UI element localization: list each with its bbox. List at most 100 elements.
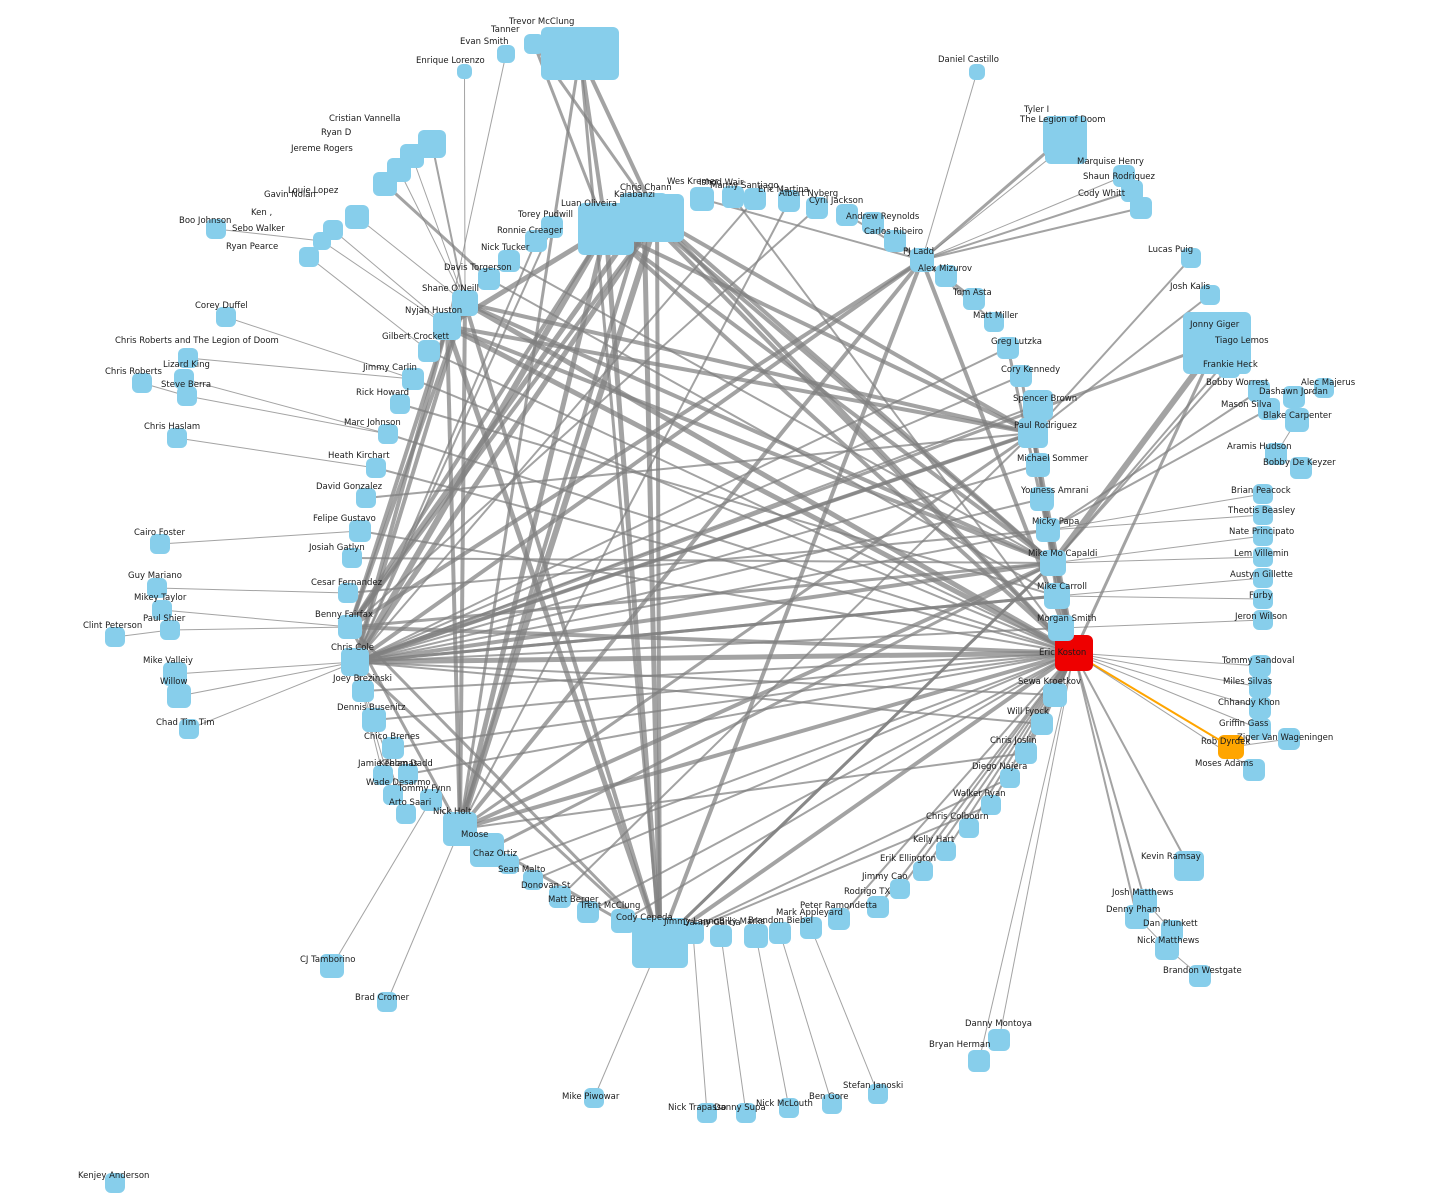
graph-node[interactable] <box>377 992 397 1012</box>
graph-node[interactable] <box>457 64 472 79</box>
graph-node[interactable] <box>800 917 822 939</box>
graph-node[interactable] <box>769 922 791 944</box>
graph-node[interactable] <box>418 340 440 362</box>
graph-node[interactable] <box>884 230 906 252</box>
graph-node[interactable] <box>1249 718 1271 740</box>
graph-node[interactable] <box>1278 728 1300 750</box>
graph-node[interactable] <box>373 765 393 785</box>
graph-node[interactable] <box>345 205 369 229</box>
graph-node[interactable] <box>160 620 180 640</box>
graph-node[interactable] <box>1044 583 1070 609</box>
graph-node[interactable] <box>478 268 500 290</box>
graph-node[interactable] <box>1189 965 1211 987</box>
graph-node[interactable] <box>1314 378 1334 398</box>
graph-node[interactable] <box>1253 526 1273 546</box>
graph-node[interactable] <box>352 680 374 702</box>
graph-node[interactable] <box>620 193 668 237</box>
graph-node[interactable] <box>981 795 1001 815</box>
graph-node[interactable] <box>338 615 362 639</box>
graph-node[interactable] <box>697 1103 717 1123</box>
graph-node[interactable] <box>935 265 957 287</box>
graph-node[interactable] <box>868 1084 888 1104</box>
graph-node[interactable] <box>1283 386 1305 408</box>
graph-node[interactable] <box>452 290 478 316</box>
graph-node[interactable] <box>420 789 442 811</box>
graph-node[interactable] <box>910 248 934 272</box>
graph-node[interactable] <box>577 901 599 923</box>
graph-node[interactable] <box>320 954 344 978</box>
graph-node[interactable] <box>177 386 197 406</box>
graph-node[interactable] <box>1243 759 1265 781</box>
graph-node[interactable] <box>1253 547 1273 567</box>
graph-node[interactable] <box>132 373 152 393</box>
graph-node[interactable] <box>499 854 519 874</box>
graph-node[interactable] <box>498 250 520 272</box>
graph-node[interactable] <box>1174 851 1204 881</box>
graph-node[interactable] <box>313 232 331 250</box>
graph-node[interactable] <box>105 1173 125 1193</box>
graph-node[interactable] <box>383 785 403 805</box>
graph-node[interactable] <box>722 186 744 208</box>
graph-node[interactable] <box>584 1088 604 1108</box>
graph-node[interactable] <box>163 662 187 686</box>
graph-node[interactable] <box>632 918 688 968</box>
graph-node[interactable] <box>1253 484 1273 504</box>
graph-node[interactable] <box>470 833 504 867</box>
graph-node[interactable] <box>890 879 910 899</box>
graph-node[interactable] <box>152 600 172 620</box>
graph-node[interactable] <box>1130 197 1152 219</box>
graph-node[interactable] <box>744 188 766 210</box>
graph-node[interactable] <box>1026 453 1050 477</box>
graph-node[interactable] <box>1043 683 1067 707</box>
graph-node[interactable] <box>178 348 198 368</box>
graph-node[interactable] <box>433 312 461 340</box>
graph-node[interactable] <box>366 458 386 478</box>
graph-node[interactable] <box>402 368 424 390</box>
graph-node[interactable] <box>997 337 1019 359</box>
graph-node[interactable] <box>147 578 167 598</box>
graph-node[interactable] <box>1045 126 1087 164</box>
graph-node[interactable] <box>174 369 194 389</box>
graph-node[interactable] <box>342 548 362 568</box>
graph-node[interactable] <box>105 627 125 647</box>
graph-node[interactable] <box>1249 676 1271 698</box>
graph-node[interactable] <box>984 312 1004 332</box>
graph-node[interactable] <box>1181 248 1201 268</box>
graph-node[interactable] <box>1253 505 1273 525</box>
graph-node[interactable] <box>1290 457 1312 479</box>
graph-node[interactable] <box>216 307 236 327</box>
graph-node[interactable] <box>836 204 858 226</box>
graph-node[interactable] <box>959 818 979 838</box>
graph-node[interactable] <box>806 197 828 219</box>
graph-node[interactable] <box>1036 518 1060 542</box>
graph-node[interactable] <box>497 45 515 63</box>
graph-node[interactable] <box>396 804 416 824</box>
graph-node[interactable] <box>398 764 418 784</box>
graph-node[interactable] <box>1031 713 1053 735</box>
graph-node[interactable] <box>299 247 319 267</box>
graph-node[interactable] <box>1010 365 1032 387</box>
graph-node[interactable] <box>549 886 571 908</box>
graph-node[interactable] <box>206 219 226 239</box>
graph-node[interactable] <box>1258 398 1280 420</box>
graph-node[interactable] <box>963 288 985 310</box>
graph-node[interactable] <box>862 212 884 234</box>
graph-node[interactable] <box>341 648 369 676</box>
graph-node[interactable] <box>541 27 619 80</box>
graph-node[interactable] <box>1228 335 1250 357</box>
graph-node[interactable] <box>1253 568 1273 588</box>
graph-node[interactable] <box>150 534 170 554</box>
graph-node[interactable] <box>1253 610 1273 630</box>
graph-node[interactable] <box>913 861 933 881</box>
graph-node[interactable] <box>1249 655 1271 677</box>
graph-node[interactable] <box>710 925 732 947</box>
graph-node[interactable] <box>338 583 358 603</box>
graph-node[interactable] <box>936 841 956 861</box>
graph-node[interactable] <box>779 1098 799 1118</box>
graph-node[interactable] <box>525 230 547 252</box>
graph-node[interactable] <box>822 1094 842 1114</box>
graph-node[interactable] <box>1200 285 1220 305</box>
graph-node[interactable] <box>541 216 563 238</box>
graph-node[interactable] <box>1030 487 1054 511</box>
graph-node[interactable] <box>611 909 635 933</box>
